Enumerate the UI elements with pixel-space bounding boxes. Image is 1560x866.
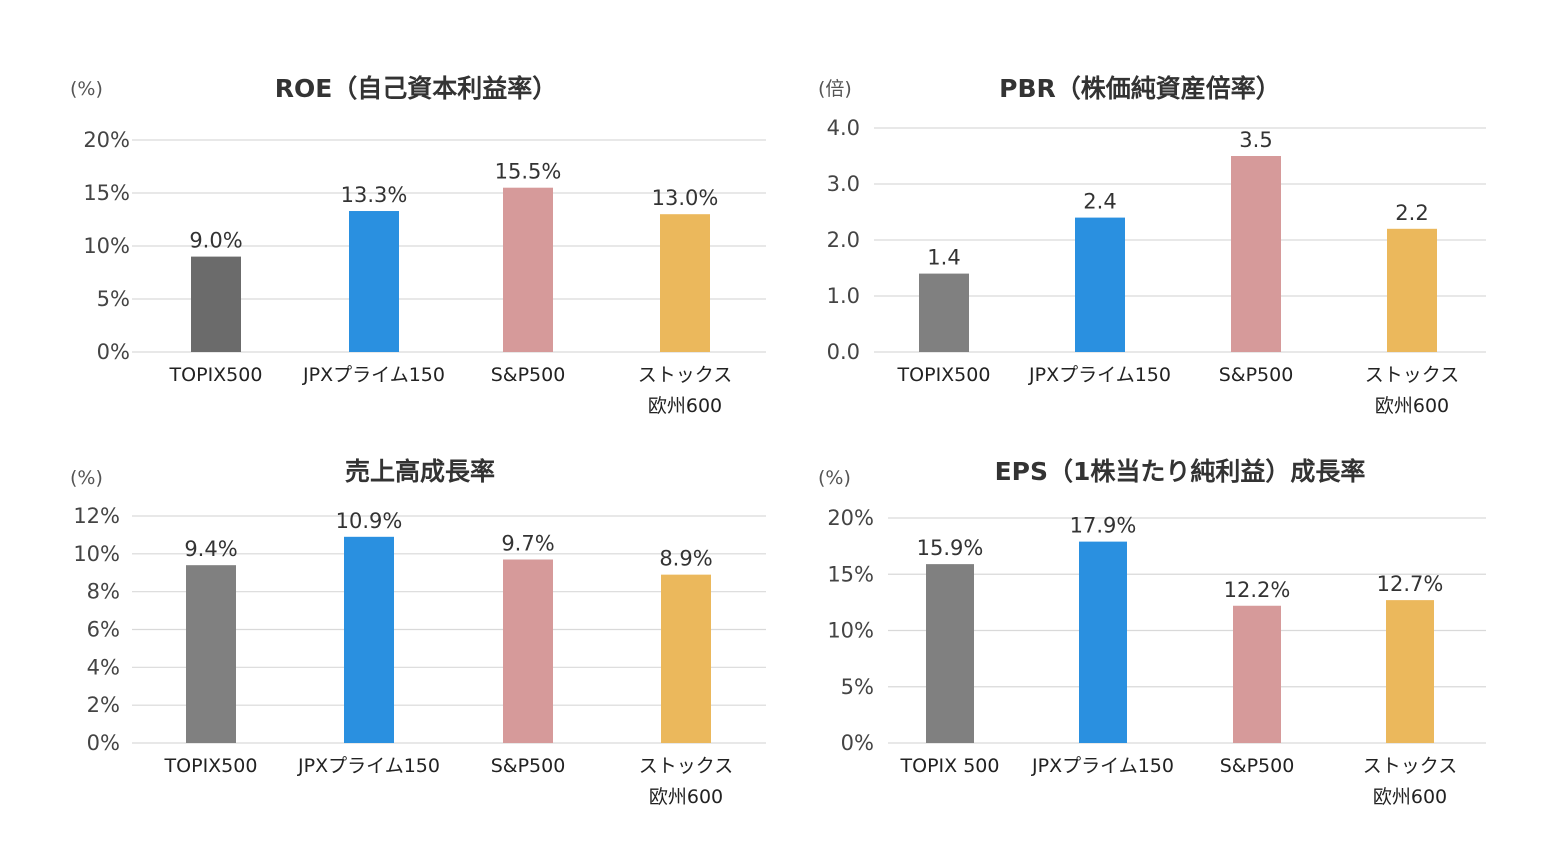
y-unit-label: (%) [70,467,103,489]
data-label: 15.5% [495,160,562,184]
bar [660,214,710,352]
bar [1387,228,1437,352]
x-category-label: ストックス [1365,364,1459,386]
y-tick-label: 2.0 [827,228,860,252]
bar [1079,541,1127,743]
bar [1386,600,1434,743]
bar [919,273,969,352]
data-label: 12.2% [1224,578,1291,602]
chart-title: 売上高成長率 [345,457,495,486]
data-label: 10.9% [336,509,403,533]
bar [503,559,553,743]
data-label: 12.7% [1377,572,1444,596]
x-category-label: JPXプライム150 [302,364,445,386]
bar [191,256,241,352]
x-category-label: 欧州600 [1375,395,1449,417]
bar [503,187,553,352]
data-label: 9.0% [189,229,242,253]
data-label: 1.4 [927,246,960,270]
y-tick-label: 4% [87,655,120,679]
data-label: 9.7% [501,532,554,556]
bar [661,574,711,743]
y-tick-label: 5% [841,675,874,699]
bar [344,536,394,743]
y-tick-label: 3.0 [827,172,860,196]
data-label: 3.5 [1239,128,1272,152]
y-tick-label: 2% [87,693,120,717]
bar [1075,217,1125,352]
x-category-label: ストックス [638,364,732,386]
y-tick-label: 8% [87,580,120,604]
y-tick-label: 4.0 [827,116,860,140]
data-label: 17.9% [1070,514,1137,538]
y-unit-label: (倍) [818,78,852,100]
y-tick-label: 1.0 [827,284,860,308]
data-label: 13.0% [652,186,719,210]
bar [926,564,974,743]
data-label: 2.2 [1395,201,1428,225]
y-tick-label: 12% [73,504,120,528]
x-category-label: TOPIX500 [897,364,991,386]
x-category-label: JPXプライム150 [1031,755,1174,777]
y-tick-label: 20% [83,128,130,152]
y-tick-label: 15% [83,181,130,205]
y-unit-label: (%) [818,467,851,489]
bar [1231,156,1281,352]
bar [186,565,236,743]
x-category-label: TOPIX500 [169,364,263,386]
x-category-label: S&P500 [491,364,566,386]
y-tick-label: 10% [73,542,120,566]
y-tick-label: 5% [97,287,130,311]
x-category-label: ストックス [1363,755,1457,777]
x-category-label: S&P500 [1220,755,1295,777]
chart-title: PBR（株価純資産倍率） [999,74,1281,103]
x-category-label: S&P500 [491,755,566,777]
y-tick-label: 10% [83,234,130,258]
data-label: 13.3% [341,183,408,207]
x-category-label: TOPIX500 [164,755,258,777]
y-tick-label: 0.0 [827,340,860,364]
chart-title: ROE（自己資本利益率） [275,74,558,103]
x-category-label: ストックス [639,755,733,777]
y-tick-label: 0% [87,731,120,755]
x-category-label: TOPIX 500 [900,755,1000,777]
y-tick-label: 10% [827,619,874,643]
data-label: 2.4 [1083,190,1116,214]
x-category-label: 欧州600 [649,786,723,808]
x-category-label: JPXプライム150 [297,755,440,777]
bar [349,211,399,352]
x-category-label: 欧州600 [648,395,722,417]
data-label: 8.9% [659,547,712,571]
x-category-label: JPXプライム150 [1028,364,1171,386]
data-label: 15.9% [917,536,984,560]
y-unit-label: (%) [70,78,103,100]
y-tick-label: 0% [97,340,130,364]
x-category-label: S&P500 [1219,364,1294,386]
x-category-label: 欧州600 [1373,786,1447,808]
y-tick-label: 6% [87,618,120,642]
data-label: 9.4% [184,537,237,561]
y-tick-label: 20% [827,506,874,530]
bar [1233,605,1281,743]
y-tick-label: 0% [841,731,874,755]
chart-title: EPS（1株当たり純利益）成長率 [995,457,1366,486]
y-tick-label: 15% [827,562,874,586]
